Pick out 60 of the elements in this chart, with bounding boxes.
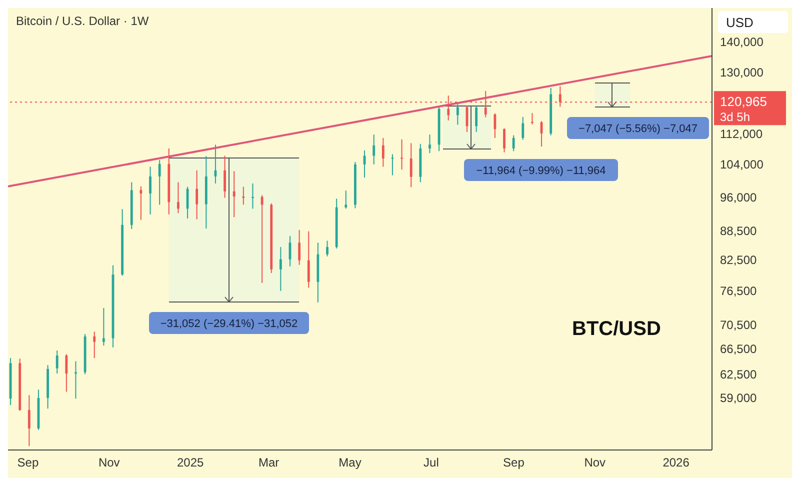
candlestick [512, 134, 515, 152]
candlestick [410, 142, 412, 188]
x-tick-label: Nov [584, 456, 606, 470]
candlestick [74, 360, 77, 400]
candlestick [149, 166, 152, 215]
x-tick-label: Sep [17, 456, 39, 470]
candlestick [456, 103, 459, 126]
y-tick-label: 66,500 [720, 342, 758, 356]
candlestick [56, 350, 58, 374]
text: Bitcoin / U.S. Dollar · 1W [16, 14, 149, 28]
x-tick-label: 2025 [176, 456, 204, 470]
candlestick [28, 394, 30, 447]
candlestick [503, 128, 506, 153]
candlestick [344, 190, 348, 210]
annotation: −7,047 (−5.56%) −7,047 [578, 123, 698, 135]
y-axis-title: USD [726, 15, 754, 30]
y-tick-label: 70,500 [720, 318, 758, 332]
y-tick-label: 82,500 [720, 253, 758, 268]
candlestick [279, 246, 282, 292]
y-tick-label: 112,000 [720, 127, 763, 142]
x-tick-label: May [338, 456, 362, 470]
candlestick [531, 112, 534, 125]
y-tick-label: 96,000 [720, 190, 758, 205]
y-tick-label: 140,000 [720, 35, 764, 50]
annotation: −31,052 (−29.41%) −31,052 [160, 318, 298, 330]
x-tick-label: Mar [258, 456, 280, 470]
annotation: −11,964 (−9.99%) −11,964 [476, 165, 606, 177]
candlestick [65, 354, 68, 392]
candlestick [252, 182, 254, 210]
candlestick [177, 182, 180, 214]
y-tick-label: 59,000 [720, 391, 758, 406]
candlestick [372, 134, 376, 165]
text: 3d 5h [720, 110, 750, 124]
candlestick [326, 240, 328, 257]
candlestick [158, 160, 161, 206]
candlestick [494, 112, 496, 138]
candlestick [522, 116, 524, 140]
x-tick-label: Sep [503, 456, 525, 470]
candlestick [102, 307, 105, 346]
y-tick-label: 62,500 [720, 367, 758, 382]
candlestick [307, 230, 310, 288]
ref-line-label: 120,965 [720, 94, 767, 110]
candlestick [196, 170, 198, 220]
y-tick-label: 104,000 [720, 158, 764, 172]
candlestick [242, 186, 245, 206]
candlestick [224, 155, 226, 198]
candlestick [232, 170, 236, 218]
candlestick [298, 229, 301, 266]
candlestick [382, 137, 384, 168]
candlestick [428, 134, 431, 154]
x-tick-label: Nov [98, 456, 120, 470]
annotation: BTC/USD [572, 318, 661, 341]
x-tick-label: Jul [424, 456, 439, 470]
candlestick [400, 138, 403, 170]
candlestick [475, 106, 478, 133]
y-tick-label: 88,500 [720, 224, 758, 238]
y-tick-label: 130,000 [720, 66, 764, 80]
candlestick [93, 331, 96, 359]
x-tick-label: 2026 [662, 456, 690, 470]
y-tick-label: 76,500 [720, 284, 758, 298]
